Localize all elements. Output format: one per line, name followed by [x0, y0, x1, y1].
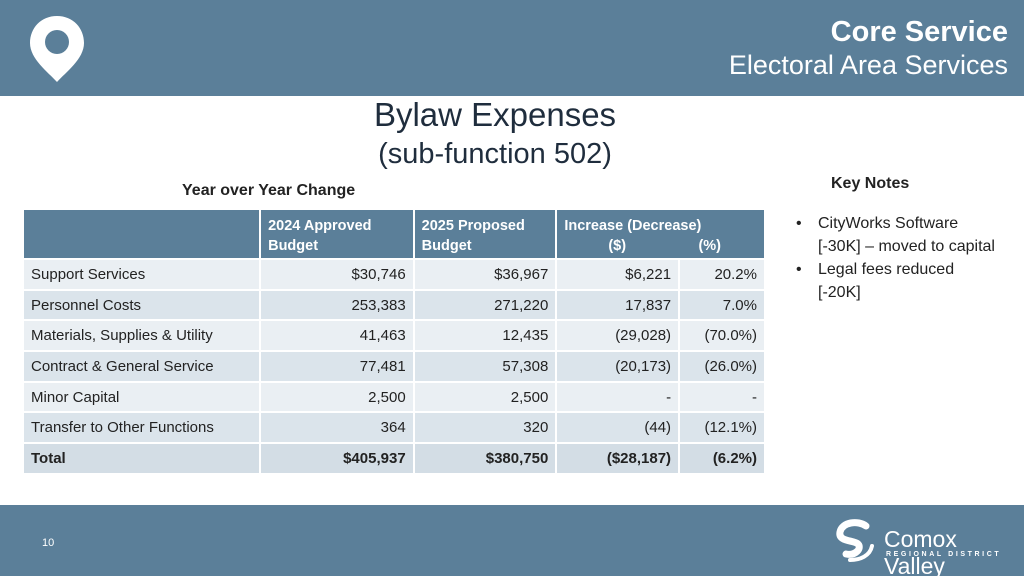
cell-percent: 20.2%: [678, 258, 766, 291]
header-band: Core Service Electoral Area Services: [0, 0, 1024, 96]
cell-2024: 77,481: [259, 350, 415, 383]
cell-2024: 41,463: [259, 319, 415, 353]
cell-percent: (70.0%): [678, 319, 766, 353]
table-row: Transfer to Other Functions 364 320 (44)…: [21, 411, 766, 445]
note-item: CityWorks Software [-30K] – moved to cap…: [796, 212, 996, 258]
table-row: Minor Capital 2,500 2,500 - -: [21, 380, 766, 414]
header-cell-increase: Increase (Decrease) ($) (%): [555, 208, 766, 260]
page-subtitle: (sub-function 502): [378, 138, 612, 170]
header-cell-label: [21, 208, 262, 260]
cell-2024: 253,383: [259, 288, 415, 322]
header-cell-2025: 2025 Proposed Budget: [412, 208, 558, 260]
table-row: Contract & General Service 77,481 57,308…: [21, 350, 766, 383]
cell-2024: $405,937: [259, 442, 415, 475]
cell-2025: $380,750: [412, 442, 558, 475]
increase-subheaders: ($) (%): [564, 236, 757, 256]
cell-2025: $36,967: [412, 258, 558, 291]
cell-2025: 12,435: [412, 319, 558, 353]
cell-increase: -: [555, 380, 681, 414]
cell-increase: $6,221: [555, 258, 681, 291]
cell-2025: 271,220: [412, 288, 558, 322]
header-subtitle: Electoral Area Services: [728, 50, 1008, 80]
cell-increase: (20,173): [555, 350, 681, 383]
table-row: Materials, Supplies & Utility 41,463 12,…: [21, 319, 766, 353]
row-label: Minor Capital: [21, 380, 262, 414]
cell-2025: 57,308: [412, 350, 558, 383]
row-label: Transfer to Other Functions: [21, 411, 262, 445]
header-cell-2024: 2024 Approved Budget: [259, 208, 415, 260]
table-row: Support Services $30,746 $36,967 $6,221 …: [21, 258, 766, 291]
notes-heading: Key Notes: [831, 175, 910, 192]
row-label: Materials, Supplies & Utility: [21, 319, 262, 353]
percent-subheader: (%): [698, 238, 721, 254]
cell-percent: 7.0%: [678, 288, 766, 322]
key-notes-list: CityWorks Software [-30K] – moved to cap…: [796, 212, 996, 304]
location-pin-icon: [30, 16, 84, 82]
cell-2025: 320: [412, 411, 558, 445]
cell-2024: 364: [259, 411, 415, 445]
cell-2024: $30,746: [259, 258, 415, 291]
header-title: Core Service: [830, 16, 1008, 48]
row-label: Personnel Costs: [21, 288, 262, 322]
cell-percent: -: [678, 380, 766, 414]
row-label: Contract & General Service: [21, 350, 262, 383]
table-header-row: 2024 Approved Budget 2025 Proposed Budge…: [21, 208, 766, 260]
increase-label: Increase (Decrease): [564, 218, 702, 234]
cell-2025: 2,500: [412, 380, 558, 414]
row-label: Support Services: [21, 258, 262, 291]
table-caption: Year over Year Change: [182, 182, 356, 199]
cell-percent: (12.1%): [678, 411, 766, 445]
page-title: Bylaw Expenses: [373, 96, 617, 133]
budget-table: 2024 Approved Budget 2025 Proposed Budge…: [21, 208, 766, 475]
cell-2024: 2,500: [259, 380, 415, 414]
cell-percent: (26.0%): [678, 350, 766, 383]
logo-subtext: REGIONAL DISTRICT: [886, 551, 1002, 558]
table-row: Personnel Costs 253,383 271,220 17,837 7…: [21, 288, 766, 322]
note-item: Legal fees reduced [-20K]: [796, 258, 996, 304]
cell-increase: (29,028): [555, 319, 681, 353]
cell-increase: 17,837: [555, 288, 681, 322]
table-total-row: Total $405,937 $380,750 ($28,187) (6.2%): [21, 442, 766, 475]
cell-increase: ($28,187): [555, 442, 681, 475]
comox-valley-logo-icon: [836, 519, 874, 562]
dollar-subheader: ($): [608, 238, 627, 254]
logo-text: Comox Valley: [884, 526, 957, 576]
row-label: Total: [21, 442, 262, 475]
cell-percent: (6.2%): [678, 442, 766, 475]
cell-increase: (44): [555, 411, 681, 445]
page-number: 10: [42, 537, 55, 549]
